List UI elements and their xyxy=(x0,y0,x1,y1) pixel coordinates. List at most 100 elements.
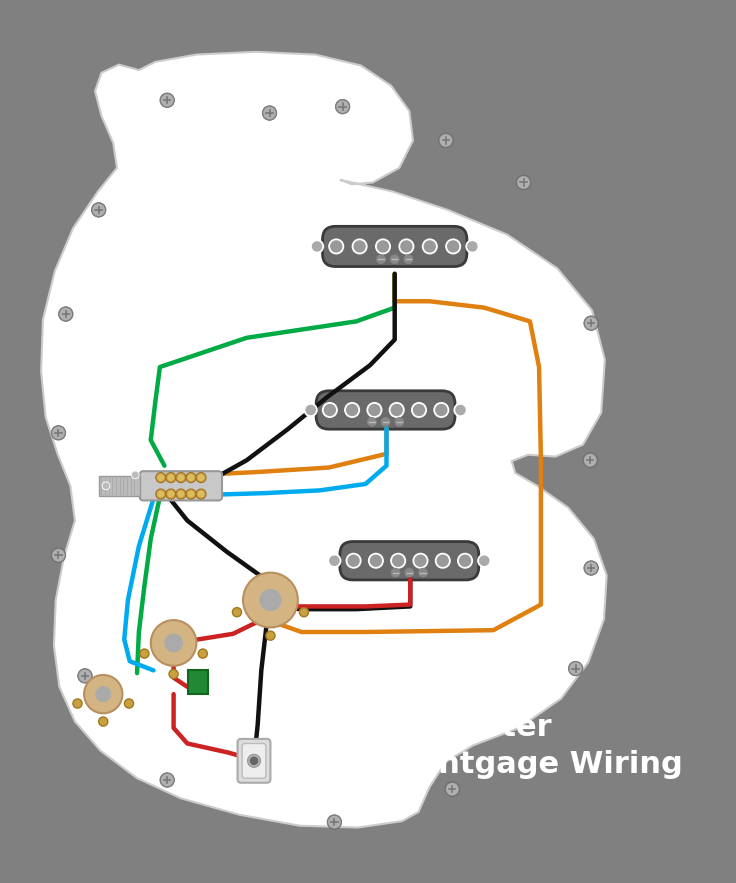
Circle shape xyxy=(419,569,427,577)
Circle shape xyxy=(53,550,64,561)
Text: Stratocaster: Stratocaster xyxy=(338,713,553,743)
Circle shape xyxy=(156,489,166,499)
Circle shape xyxy=(454,404,467,417)
Circle shape xyxy=(584,455,595,465)
FancyBboxPatch shape xyxy=(242,743,266,778)
Circle shape xyxy=(406,569,414,577)
FancyBboxPatch shape xyxy=(316,391,455,429)
Circle shape xyxy=(311,240,323,253)
Circle shape xyxy=(186,472,196,483)
Circle shape xyxy=(73,699,82,708)
Circle shape xyxy=(168,491,174,497)
Circle shape xyxy=(196,472,206,483)
Circle shape xyxy=(568,661,583,675)
Circle shape xyxy=(158,491,163,497)
Circle shape xyxy=(415,555,426,566)
Circle shape xyxy=(347,404,358,416)
Circle shape xyxy=(468,242,477,251)
Circle shape xyxy=(447,241,459,252)
Circle shape xyxy=(586,318,597,328)
Circle shape xyxy=(60,308,71,320)
Circle shape xyxy=(233,608,241,617)
Circle shape xyxy=(570,663,581,674)
Circle shape xyxy=(169,669,178,679)
Circle shape xyxy=(330,556,339,565)
Circle shape xyxy=(322,403,337,418)
Circle shape xyxy=(53,427,64,438)
Circle shape xyxy=(198,491,204,497)
Circle shape xyxy=(93,204,105,215)
Circle shape xyxy=(188,491,194,497)
Circle shape xyxy=(58,306,73,321)
Circle shape xyxy=(440,135,451,146)
Circle shape xyxy=(96,687,110,701)
FancyBboxPatch shape xyxy=(322,226,467,267)
Circle shape xyxy=(325,404,336,416)
Text: 50's Vintgage Wiring: 50's Vintgage Wiring xyxy=(325,750,683,779)
Circle shape xyxy=(336,99,350,114)
Circle shape xyxy=(370,555,381,566)
Bar xyxy=(99,476,140,496)
Circle shape xyxy=(446,239,461,253)
Circle shape xyxy=(584,561,598,576)
Circle shape xyxy=(399,239,414,253)
Circle shape xyxy=(411,403,426,418)
Circle shape xyxy=(165,634,183,652)
Circle shape xyxy=(124,699,133,708)
Circle shape xyxy=(188,475,194,480)
Circle shape xyxy=(198,649,208,658)
Circle shape xyxy=(168,475,174,480)
Circle shape xyxy=(445,781,459,796)
Circle shape xyxy=(368,418,376,426)
Circle shape xyxy=(375,239,390,253)
Circle shape xyxy=(329,239,344,253)
Circle shape xyxy=(392,404,402,416)
Circle shape xyxy=(456,405,465,414)
Circle shape xyxy=(401,241,412,252)
Circle shape xyxy=(166,472,176,483)
Circle shape xyxy=(151,620,197,666)
Circle shape xyxy=(518,177,529,188)
Circle shape xyxy=(132,472,139,479)
Circle shape xyxy=(377,255,385,263)
Circle shape xyxy=(436,554,450,568)
Circle shape xyxy=(78,668,92,683)
Circle shape xyxy=(84,675,122,713)
Circle shape xyxy=(329,817,340,827)
Circle shape xyxy=(381,418,389,426)
Circle shape xyxy=(196,489,206,499)
Circle shape xyxy=(422,239,437,253)
Circle shape xyxy=(348,555,359,566)
Circle shape xyxy=(369,404,380,416)
Circle shape xyxy=(300,608,308,617)
Circle shape xyxy=(414,404,425,416)
Circle shape xyxy=(586,562,597,574)
Circle shape xyxy=(330,241,342,252)
Circle shape xyxy=(186,489,196,499)
Circle shape xyxy=(404,255,412,263)
Circle shape xyxy=(52,426,66,440)
Circle shape xyxy=(354,241,365,252)
Circle shape xyxy=(345,403,359,418)
Circle shape xyxy=(262,106,277,120)
Circle shape xyxy=(176,472,186,483)
FancyBboxPatch shape xyxy=(238,739,270,782)
Circle shape xyxy=(79,670,91,682)
Circle shape xyxy=(425,241,435,252)
Circle shape xyxy=(99,717,107,726)
Circle shape xyxy=(392,569,400,577)
Circle shape xyxy=(437,555,448,566)
Circle shape xyxy=(413,554,428,568)
Circle shape xyxy=(132,472,138,478)
Circle shape xyxy=(447,784,458,795)
Circle shape xyxy=(328,555,341,567)
Circle shape xyxy=(198,475,204,480)
Circle shape xyxy=(266,631,275,640)
Circle shape xyxy=(243,572,298,628)
Circle shape xyxy=(327,815,342,829)
Circle shape xyxy=(160,93,174,108)
Circle shape xyxy=(439,133,453,147)
Circle shape xyxy=(346,554,361,568)
Circle shape xyxy=(478,555,491,567)
Circle shape xyxy=(306,405,315,414)
